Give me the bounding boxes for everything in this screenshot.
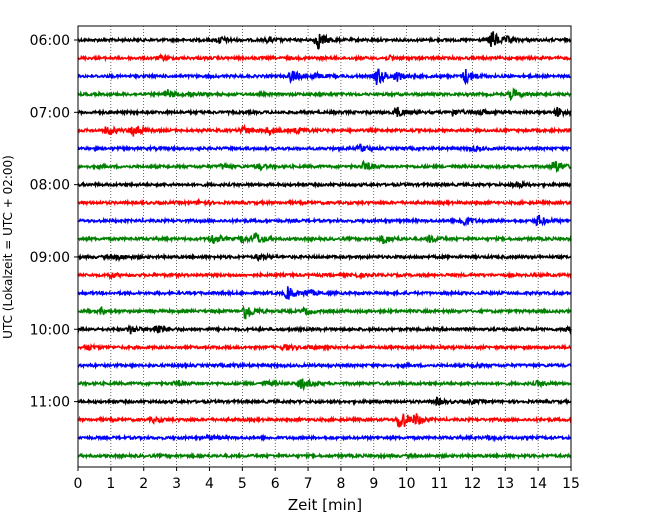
y-tick-label: 07:00 <box>30 105 70 121</box>
trace-1015 <box>77 342 572 352</box>
trace-1045 <box>77 377 572 392</box>
x-tick-label: 13 <box>496 476 514 492</box>
x-tick-label: 0 <box>74 476 83 492</box>
y-tick-label: 11:00 <box>30 395 70 411</box>
trace-1030 <box>77 361 572 370</box>
plot-frame <box>77 25 572 468</box>
x-tick-label: 12 <box>463 476 481 492</box>
trace-1100 <box>77 396 572 407</box>
x-tick-label: 5 <box>238 476 247 492</box>
y-tick-label: 10:00 <box>30 322 70 338</box>
x-tick-label: 1 <box>106 476 115 492</box>
x-tick-label: 11 <box>431 476 449 492</box>
trace-1145 <box>77 451 572 461</box>
trace-0930 <box>77 286 572 300</box>
x-tick-label: 10 <box>398 476 416 492</box>
trace-0730 <box>77 143 572 154</box>
trace-0615 <box>77 52 572 63</box>
trace-0745 <box>77 159 572 174</box>
trace-0630 <box>77 68 572 86</box>
x-tick-label: 14 <box>529 476 547 492</box>
y-axis-ticks: 06:00 07:00 08:00 09:00 10:00 11:00 <box>30 33 78 411</box>
trace-0700 <box>77 106 572 118</box>
x-tick-label: 3 <box>172 476 181 492</box>
trace-0845 <box>77 231 572 245</box>
trace-0915 <box>77 270 572 281</box>
trace-0715 <box>77 123 572 137</box>
trace-0800 <box>77 179 572 190</box>
x-tick-label: 6 <box>271 476 280 492</box>
trace-1115 <box>77 413 572 428</box>
x-tick-label: 4 <box>205 476 214 492</box>
x-tick-label: 7 <box>304 476 313 492</box>
x-axis-label: Zeit [min] <box>288 496 362 514</box>
y-tick-label: 09:00 <box>30 250 70 266</box>
trace-1130 <box>77 433 572 443</box>
seismic-traces <box>77 31 572 461</box>
trace-0900 <box>77 251 572 263</box>
y-tick-label: 08:00 <box>30 178 70 194</box>
trace-0815 <box>77 197 572 208</box>
trace-0645 <box>77 86 572 102</box>
x-tick-label: 15 <box>562 476 580 492</box>
trace-0830 <box>77 214 572 227</box>
trace-1000 <box>77 323 572 336</box>
x-tick-label: 9 <box>369 476 378 492</box>
x-axis-ticks: 0 1 2 3 4 5 6 7 8 9 10 11 12 13 14 15 <box>74 467 580 492</box>
trace-0945 <box>77 304 572 320</box>
y-tick-label: 06:00 <box>30 33 70 49</box>
y-axis-label: UTC (Lokalzeit = UTC + 02:00) <box>1 155 15 339</box>
trace-0600 <box>77 31 572 50</box>
x-tick-label: 2 <box>139 476 148 492</box>
x-tick-label: 8 <box>336 476 345 492</box>
